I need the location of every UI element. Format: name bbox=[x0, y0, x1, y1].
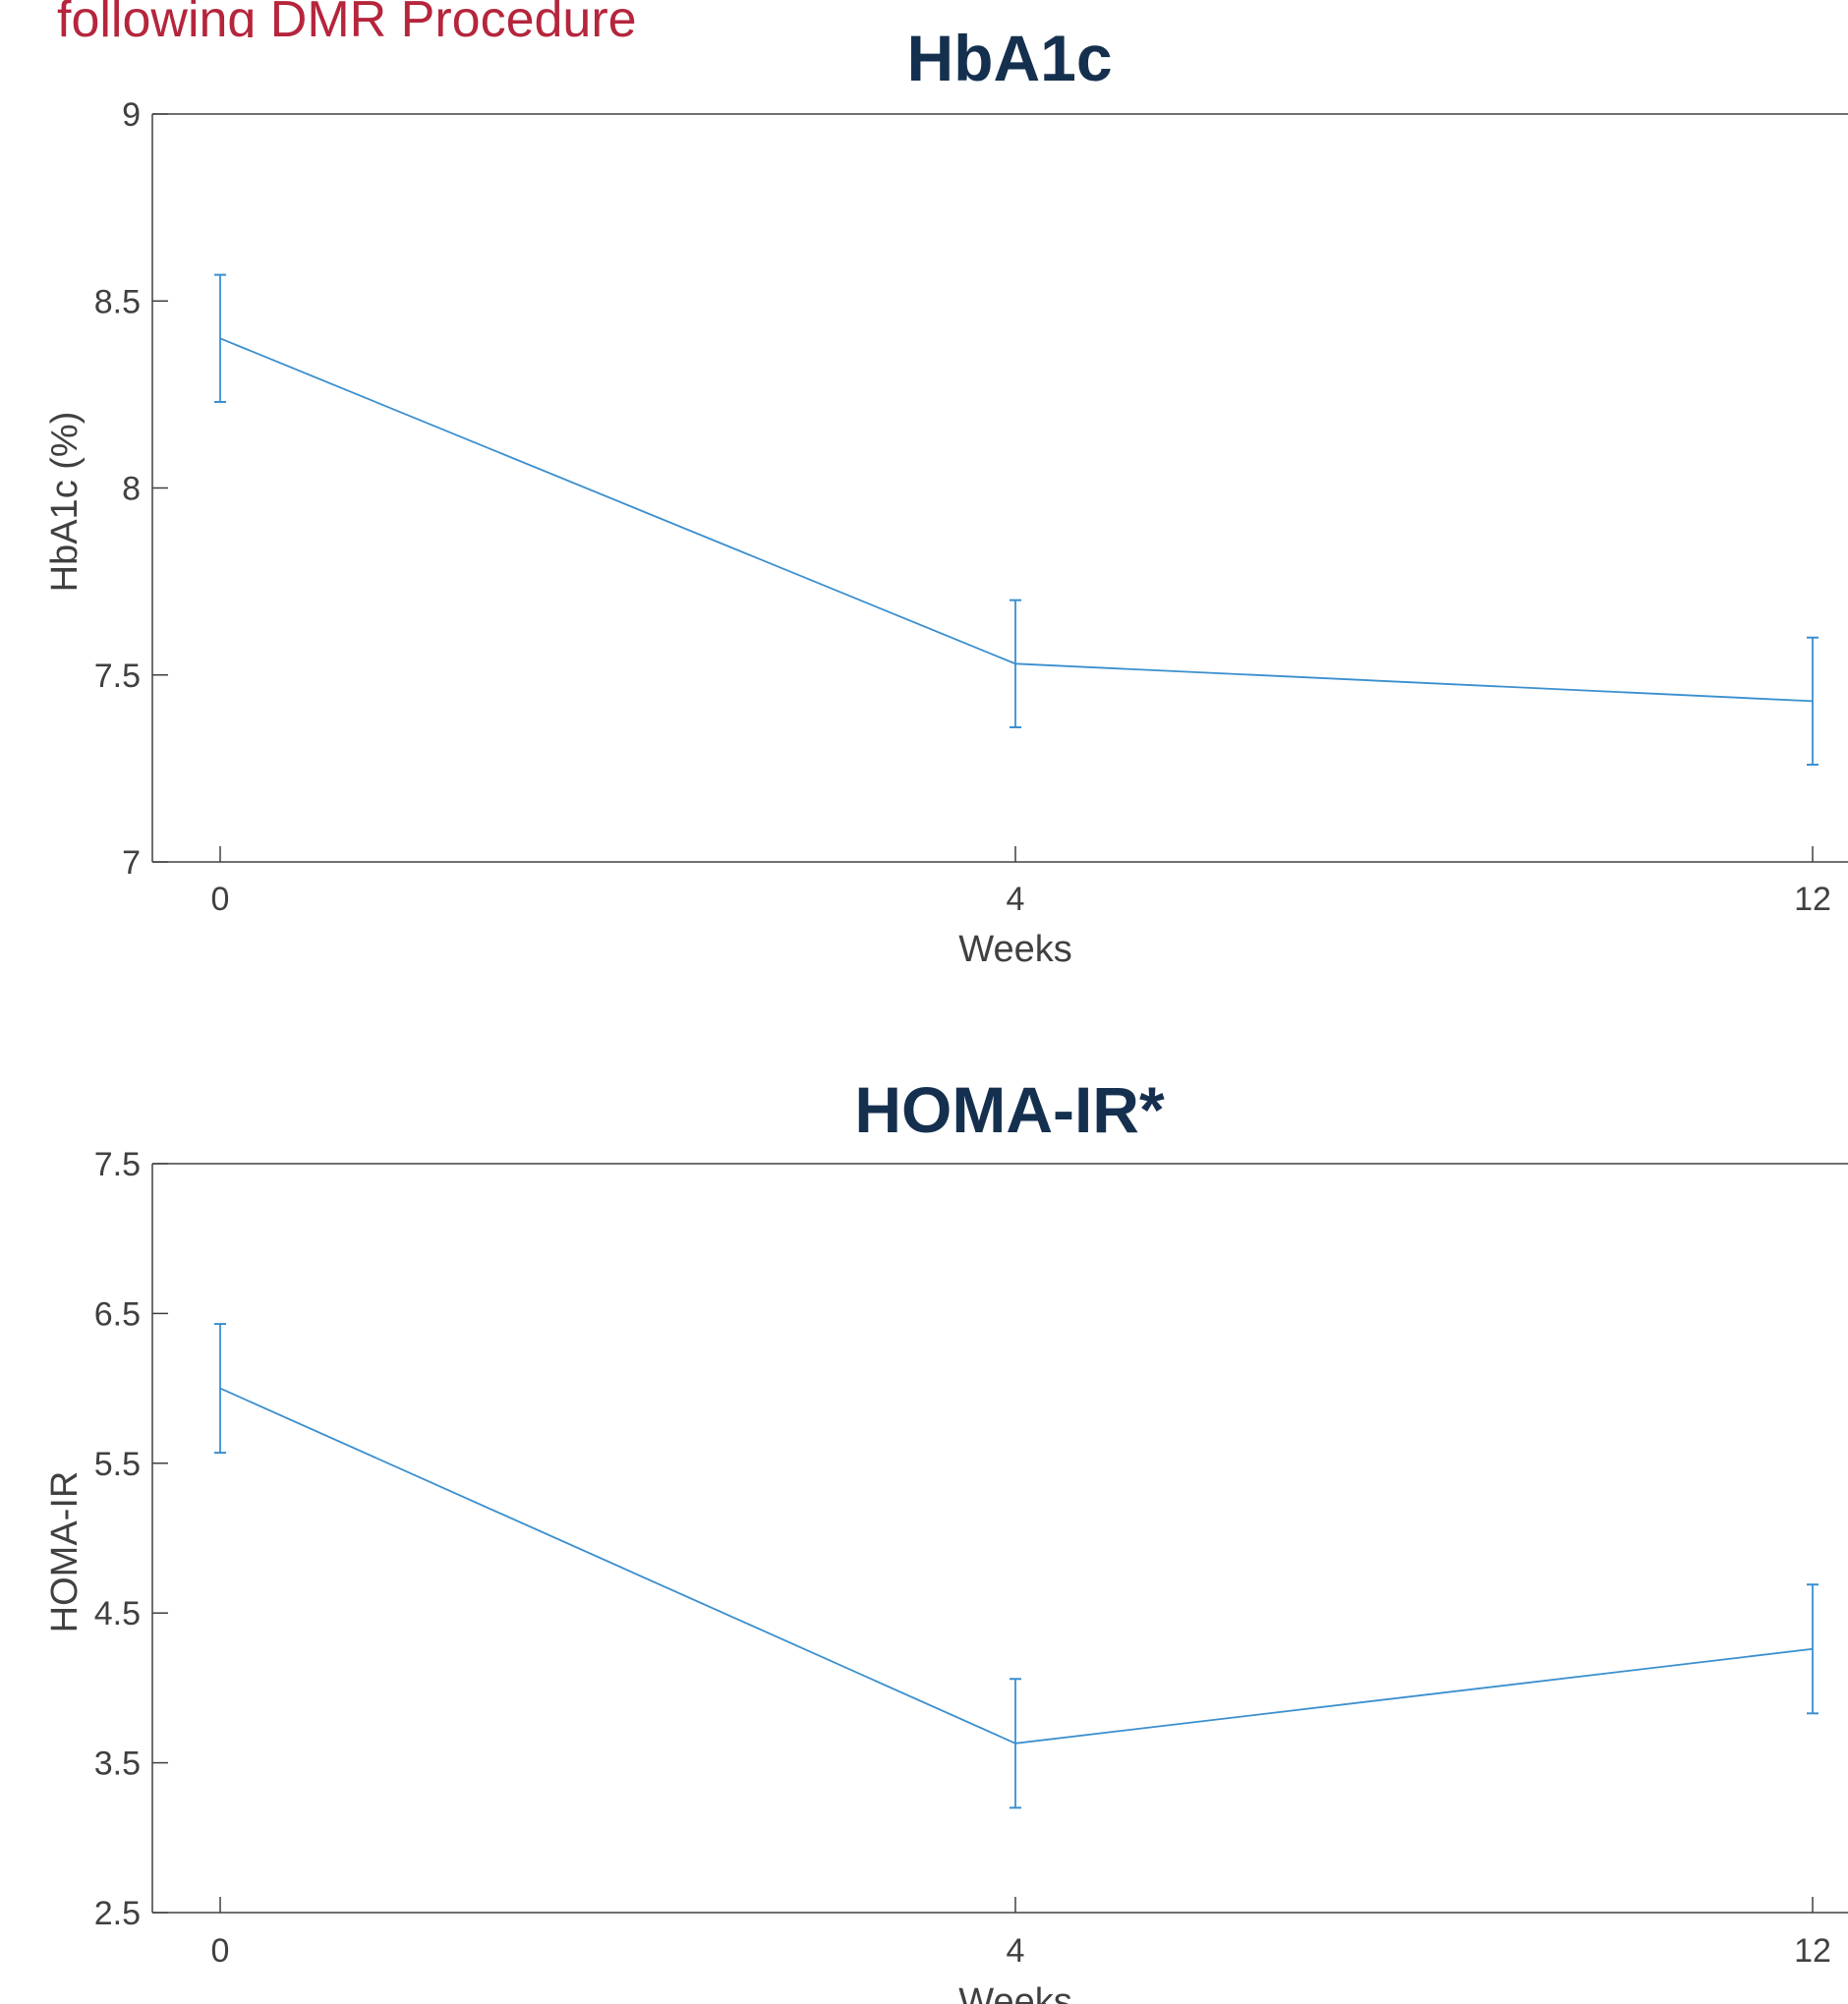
series-line bbox=[219, 1387, 1814, 1745]
y-tick-label: 8 bbox=[122, 471, 141, 508]
y-tick-label: 2.5 bbox=[94, 1895, 141, 1932]
y-tick-label: 5.5 bbox=[94, 1446, 141, 1483]
chart-title: HbA1c bbox=[906, 22, 1112, 94]
y-tick-label: 3.5 bbox=[94, 1746, 141, 1783]
x-axis-label: Weeks bbox=[958, 1981, 1071, 2004]
y-tick-label: 9 bbox=[122, 96, 141, 134]
y-tick-label: 7 bbox=[122, 844, 141, 882]
x-axis-label: Weeks bbox=[958, 929, 1071, 970]
header-text: following DMR Procedure bbox=[57, 0, 637, 37]
hba1c-chart: HbA1c 7 7.5 8 8.5 9 0 4 12 Weeks HbA1c (%) bbox=[44, 22, 1848, 970]
x-tick-label: 4 bbox=[1007, 1932, 1025, 1970]
y-tick-label: 6.5 bbox=[94, 1295, 141, 1333]
x-tick-label: 12 bbox=[1794, 1932, 1831, 1970]
y-axis-label: HbA1c (%) bbox=[44, 412, 86, 593]
x-tick-label: 0 bbox=[211, 1932, 230, 1970]
x-tick-label: 12 bbox=[1794, 881, 1831, 918]
x-tick-label: 4 bbox=[1007, 881, 1025, 918]
y-tick-label: 7.5 bbox=[94, 658, 141, 695]
y-tick-label: 8.5 bbox=[94, 283, 141, 320]
chart-title: HOMA-IR* bbox=[854, 1073, 1165, 1146]
y-tick-label: 4.5 bbox=[94, 1595, 141, 1632]
series-line bbox=[219, 337, 1814, 703]
homa-ir-chart: HOMA-IR* 2.5 3.5 4.5 5.5 6.5 7.5 0 4 12 Weeks HOMA-… bbox=[44, 1073, 1848, 2004]
x-tick-label: 0 bbox=[211, 881, 230, 918]
y-axis-label: HOMA-IR bbox=[44, 1471, 86, 1633]
y-tick-label: 7.5 bbox=[94, 1146, 141, 1183]
